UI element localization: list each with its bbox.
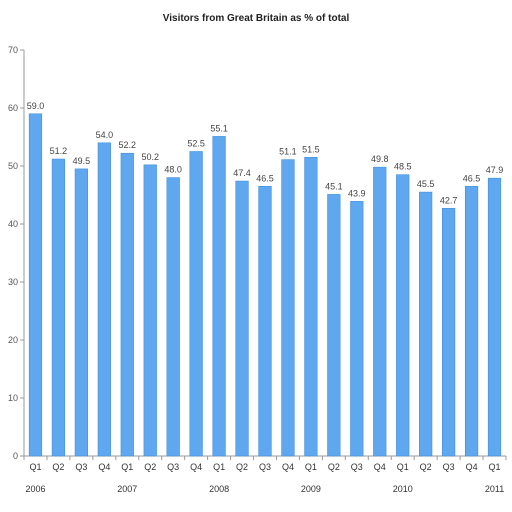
- bar: [304, 157, 318, 457]
- data-label: 52.2: [119, 140, 137, 150]
- x-tick-label-quarter: Q1: [213, 462, 225, 472]
- bar: [166, 177, 180, 457]
- bar: [464, 186, 479, 457]
- x-tick-label-quarter: Q1: [305, 462, 317, 472]
- data-label: 47.4: [233, 168, 251, 178]
- bar: [327, 194, 341, 457]
- x-tick-label-quarter: Q4: [190, 462, 202, 472]
- chart-title: Visitors from Great Britain as % of tota…: [162, 13, 350, 24]
- bar: [74, 168, 88, 457]
- x-tick-label-quarter: Q3: [351, 462, 363, 472]
- x-tick-label-quarter: Q3: [75, 462, 87, 472]
- bar: [235, 180, 249, 457]
- data-label: 51.5: [302, 144, 320, 154]
- y-tick-label: 10: [8, 393, 18, 403]
- x-tick-label-quarter: Q3: [259, 462, 271, 472]
- data-label: 49.5: [73, 156, 91, 166]
- data-label: 45.5: [417, 179, 435, 189]
- data-label: 55.1: [210, 123, 228, 133]
- data-label: 54.0: [96, 130, 114, 140]
- data-label: 45.1: [325, 181, 343, 191]
- x-tick-label-year: 2009: [301, 484, 321, 494]
- bar: [396, 174, 410, 457]
- x-tick-label-quarter: Q2: [236, 462, 248, 472]
- y-tick-label: 0: [13, 451, 18, 461]
- x-tick-label-quarter: Q3: [443, 462, 455, 472]
- y-tick-label: 20: [8, 335, 18, 345]
- data-label: 46.5: [463, 173, 481, 183]
- data-label: 49.8: [371, 154, 389, 164]
- bar: [350, 201, 364, 457]
- x-tick-label-quarter: Q1: [489, 462, 501, 472]
- bar: [143, 164, 157, 457]
- data-label: 52.5: [187, 139, 205, 149]
- x-tick-label-year: 2010: [393, 484, 413, 494]
- y-tick-label: 50: [8, 161, 18, 171]
- bar: [442, 208, 456, 457]
- x-tick-label-quarter: Q2: [328, 462, 340, 472]
- x-tick-label-quarter: Q1: [29, 462, 41, 472]
- data-label: 48.0: [164, 165, 182, 175]
- x-tick-label-quarter: Q4: [374, 462, 386, 472]
- data-label: 46.5: [256, 173, 274, 183]
- x-tick-label-quarter: Q2: [144, 462, 156, 472]
- bar: [419, 191, 433, 457]
- x-tick-label-quarter: Q1: [121, 462, 133, 472]
- x-tick-label-year: 2006: [25, 484, 45, 494]
- x-tick-label-year: 2007: [117, 484, 137, 494]
- data-label: 50.2: [141, 152, 159, 162]
- bar: [97, 142, 111, 457]
- data-label: 43.9: [348, 188, 366, 198]
- x-tick-label-quarter: Q4: [98, 462, 110, 472]
- x-tick-label-quarter: Q2: [420, 462, 432, 472]
- data-label: 51.2: [50, 146, 68, 156]
- bar: [487, 177, 502, 457]
- x-tick-label-quarter: Q3: [167, 462, 179, 472]
- y-tick-label: 60: [8, 103, 18, 113]
- data-label: 42.7: [440, 195, 458, 205]
- y-tick-label: 70: [8, 45, 18, 55]
- bar: [281, 159, 295, 457]
- data-label: 59.0: [27, 101, 45, 111]
- y-tick-label: 40: [8, 219, 18, 229]
- x-tick-label-year: 2011: [485, 484, 504, 494]
- x-tick-label-year: 2008: [209, 484, 229, 494]
- bar: [51, 158, 66, 457]
- bar: [212, 136, 226, 457]
- data-label: 47.9: [486, 165, 504, 175]
- bar: [373, 166, 387, 457]
- y-tick-label: 30: [8, 277, 18, 287]
- x-tick-label-quarter: Q2: [52, 462, 64, 472]
- data-label: 51.1: [279, 147, 297, 157]
- bar: [189, 151, 203, 457]
- bar: [28, 113, 43, 457]
- bar: [120, 152, 134, 457]
- x-tick-label-quarter: Q4: [282, 462, 294, 472]
- x-tick-label-quarter: Q1: [397, 462, 409, 472]
- x-tick-label-quarter: Q4: [466, 462, 478, 472]
- bar: [258, 186, 272, 457]
- data-label: 48.5: [394, 162, 412, 172]
